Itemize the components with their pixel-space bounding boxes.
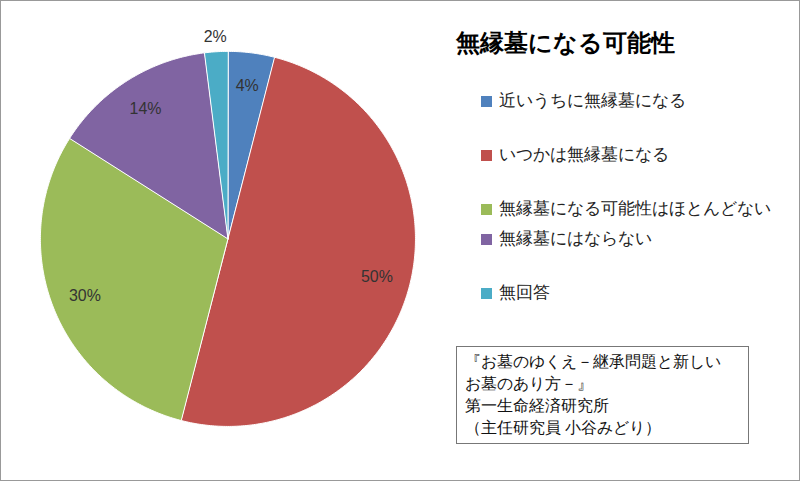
html-text:無縁墓にはならない: 無縁墓にはならない	[499, 229, 652, 248]
html-text:近いうちに無縁墓になる: 近いうちに無縁墓になる	[499, 91, 686, 110]
svg-text:14%: 14%	[130, 100, 162, 117]
html-text:お墓のあり方－』: お墓のあり方－』	[465, 375, 593, 392]
html-text:無回答: 無回答	[499, 283, 550, 302]
html-text:いつかは無縁墓になる: いつかは無縁墓になる	[499, 145, 669, 164]
html-text:無縁墓になる可能性: 無縁墓になる可能性	[456, 29, 675, 56]
html-text:第一生命経済研究所: 第一生命経済研究所	[465, 397, 609, 414]
svg-text:2%: 2%	[204, 28, 227, 45]
html-text:『お墓のゆくえ－継承問題と新しい: 『お墓のゆくえ－継承問題と新しい	[465, 353, 721, 370]
svg-text:50%: 50%	[361, 268, 393, 285]
svg-text:4%: 4%	[236, 77, 259, 94]
html-text:（主任研究員 小谷みどり）: （主任研究員 小谷みどり）	[465, 419, 662, 436]
svg-text:30%: 30%	[69, 287, 101, 304]
html-text:無縁墓になる可能性はほとんどない: 無縁墓になる可能性はほとんどない	[499, 199, 771, 218]
